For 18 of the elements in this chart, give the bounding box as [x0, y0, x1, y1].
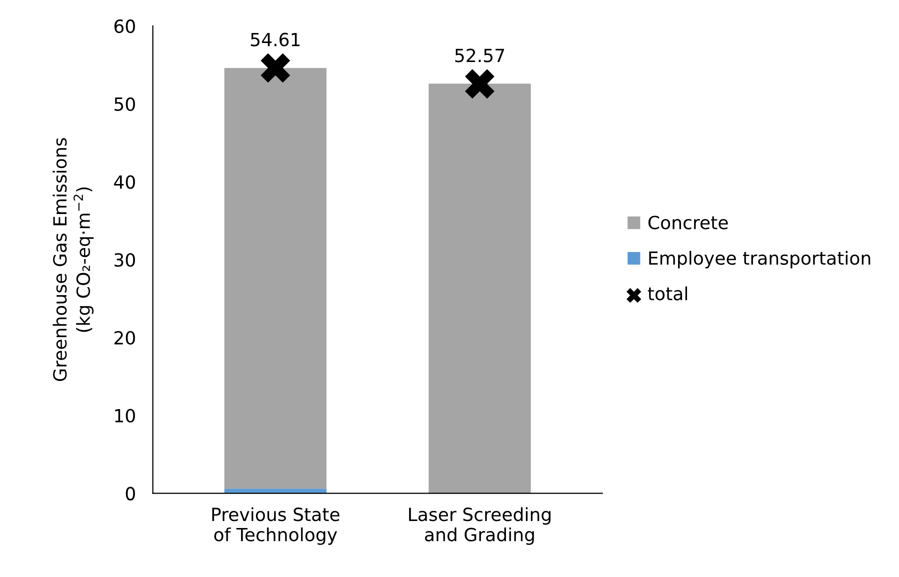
x-tick-label: Laser Screeding and Grading: [409, 507, 550, 545]
x-tick-label: Previous State of Technology: [212, 507, 340, 545]
legend-label: Concrete: [648, 216, 728, 230]
y-axis-title: Greenhouse Gas Emissions (kg CO₂-eq·m$^{−2}$): [52, 138, 94, 382]
y-tick-label: 50: [114, 97, 135, 111]
y-tick-label: 10: [115, 408, 135, 423]
y-tick-label: 40: [114, 175, 135, 189]
data-label: 52.57: [455, 48, 504, 62]
bar: [224, 488, 326, 494]
y-tick-label: 60: [114, 19, 135, 34]
y-tick-label: 0: [126, 486, 135, 500]
y-tick-label: 30: [114, 253, 135, 267]
legend-label: total: [648, 286, 688, 300]
bar: [428, 84, 531, 494]
data-label: 54.61: [250, 32, 300, 46]
bar: [224, 68, 326, 489]
y-tick-label: 20: [114, 331, 135, 345]
legend-label: Employee transportation: [649, 250, 870, 268]
